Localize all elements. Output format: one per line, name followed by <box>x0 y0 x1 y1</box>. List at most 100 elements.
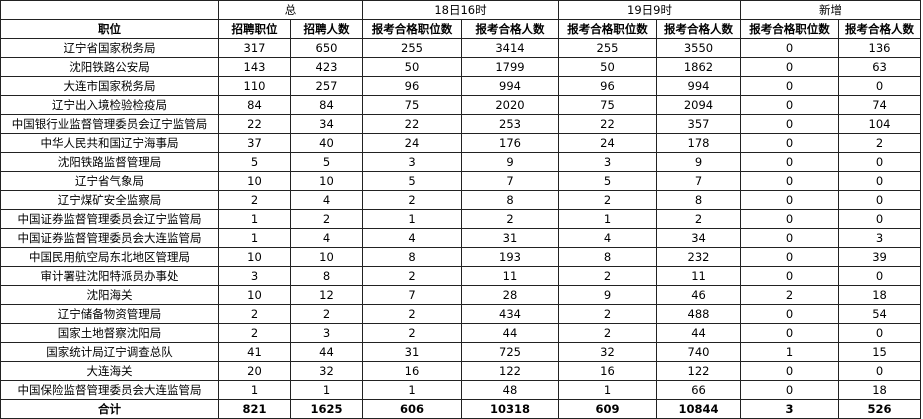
value-cell: 143 <box>218 57 291 77</box>
value-cell: 0 <box>740 190 840 210</box>
value-cell: 0 <box>838 190 922 210</box>
value-cell: 2 <box>558 266 657 286</box>
position-name-cell: 沈阳铁路公安局 <box>0 57 219 77</box>
value-cell: 0 <box>740 247 840 267</box>
value-cell: 0 <box>740 95 840 115</box>
value-cell: 75 <box>362 95 462 115</box>
value-cell: 2 <box>362 323 462 343</box>
empty-corner <box>0 0 219 20</box>
value-cell: 20 <box>218 361 291 381</box>
value-cell: 44 <box>655 323 742 343</box>
value-cell: 40 <box>290 133 363 153</box>
value-cell: 0 <box>740 114 840 134</box>
value-cell: 5 <box>558 171 657 191</box>
table-row: 中华人民共和国辽宁海事局 37 40 24 176 24 178 0 2 <box>0 133 922 153</box>
value-cell: 4 <box>362 228 462 248</box>
position-name-cell: 中国证券监督管理委员会大连监管局 <box>0 228 219 248</box>
value-cell: 1 <box>290 380 363 400</box>
value-cell: 0 <box>838 171 922 191</box>
value-cell: 31 <box>461 228 559 248</box>
value-cell: 22 <box>362 114 462 134</box>
value-cell: 2 <box>218 304 291 324</box>
value-cell: 50 <box>362 57 462 77</box>
value-cell: 2 <box>362 190 462 210</box>
value-cell: 193 <box>461 247 559 267</box>
value-cell: 0 <box>740 228 840 248</box>
value-cell: 3550 <box>655 38 742 58</box>
table-row: 中国民用航空局东北地区管理局 10 10 8 193 8 232 0 39 <box>0 247 922 267</box>
value-cell: 11 <box>655 266 742 286</box>
value-cell: 0 <box>740 38 840 58</box>
value-cell: 84 <box>218 95 291 115</box>
value-cell: 3 <box>290 323 363 343</box>
value-cell: 2 <box>558 190 657 210</box>
value-cell: 4 <box>558 228 657 248</box>
value-cell: 317 <box>218 38 291 58</box>
value-cell: 650 <box>290 38 363 58</box>
value-cell: 255 <box>362 38 462 58</box>
column-header: 报考合格职位数 <box>362 19 462 39</box>
value-cell: 22 <box>558 114 657 134</box>
table-row: 中国保险监督管理委员会大连监管局 1 1 1 48 1 66 0 18 <box>0 380 922 400</box>
value-cell: 2020 <box>461 95 559 115</box>
table-row: 大连海关 20 32 16 122 16 122 0 0 <box>0 361 922 381</box>
total-label: 合计 <box>0 399 219 419</box>
value-cell: 0 <box>838 76 922 96</box>
column-header: 招聘人数 <box>290 19 363 39</box>
value-cell: 0 <box>740 361 840 381</box>
value-cell: 1 <box>218 380 291 400</box>
value-cell: 0 <box>740 171 840 191</box>
value-cell: 16 <box>362 361 462 381</box>
value-cell: 34 <box>290 114 363 134</box>
value-cell: 3 <box>218 266 291 286</box>
table-row: 中国证券监督管理委员会大连监管局 1 4 4 31 4 34 0 3 <box>0 228 922 248</box>
value-cell: 1 <box>362 380 462 400</box>
value-cell: 2 <box>461 209 559 229</box>
value-cell: 8 <box>461 190 559 210</box>
table-row: 辽宁省国家税务局 317 650 255 3414 255 3550 0 136 <box>0 38 922 58</box>
group-19d9h: 19日9时 <box>557 0 742 20</box>
value-cell: 22 <box>218 114 291 134</box>
value-cell: 63 <box>838 57 922 77</box>
column-header: 报考合格人数 <box>655 19 742 39</box>
value-cell: 2 <box>740 285 840 305</box>
value-cell: 232 <box>655 247 742 267</box>
position-name-cell: 审计署驻沈阳特派员办事处 <box>0 266 219 286</box>
value-cell: 34 <box>655 228 742 248</box>
value-cell: 0 <box>740 57 840 77</box>
value-cell: 41 <box>218 342 291 362</box>
value-cell: 75 <box>558 95 657 115</box>
value-cell: 1 <box>362 209 462 229</box>
value-cell: 488 <box>655 304 742 324</box>
value-cell: 740 <box>655 342 742 362</box>
table-row: 沈阳铁路监督管理局 5 5 3 9 3 9 0 0 <box>0 152 922 172</box>
total-value-cell: 526 <box>838 399 922 419</box>
value-cell: 37 <box>218 133 291 153</box>
value-cell: 2 <box>838 133 922 153</box>
group-total: 总 <box>218 0 363 20</box>
table-row: 辽宁省气象局 10 10 5 7 5 7 0 0 <box>0 171 922 191</box>
value-cell: 1 <box>558 209 657 229</box>
total-value-cell: 10844 <box>655 399 742 419</box>
value-cell: 2094 <box>655 95 742 115</box>
group-18d16h: 18日16时 <box>362 0 559 20</box>
value-cell: 136 <box>838 38 922 58</box>
value-cell: 31 <box>362 342 462 362</box>
value-cell: 5 <box>290 152 363 172</box>
position-name-cell: 大连海关 <box>0 361 219 381</box>
value-cell: 0 <box>838 266 922 286</box>
value-cell: 8 <box>558 247 657 267</box>
value-cell: 994 <box>655 76 742 96</box>
value-cell: 54 <box>838 304 922 324</box>
value-cell: 1 <box>558 380 657 400</box>
value-cell: 10 <box>290 247 363 267</box>
column-header: 报考合格人数 <box>838 19 922 39</box>
value-cell: 3414 <box>461 38 559 58</box>
position-name-cell: 中国保险监督管理委员会大连监管局 <box>0 380 219 400</box>
table-row: 辽宁储备物资管理局 2 2 2 434 2 488 0 54 <box>0 304 922 324</box>
value-cell: 24 <box>362 133 462 153</box>
value-cell: 9 <box>461 152 559 172</box>
value-cell: 9 <box>655 152 742 172</box>
value-cell: 994 <box>461 76 559 96</box>
value-cell: 5 <box>218 152 291 172</box>
